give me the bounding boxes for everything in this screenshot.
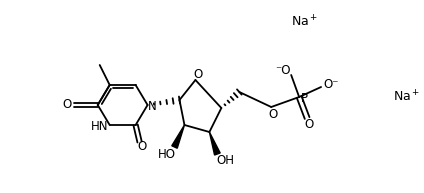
Text: ⁻O: ⁻O: [276, 63, 291, 76]
Text: Na$^+$: Na$^+$: [393, 89, 421, 105]
Text: O⁻: O⁻: [324, 79, 339, 91]
Polygon shape: [209, 132, 220, 155]
Text: O: O: [62, 98, 71, 112]
Text: P: P: [301, 92, 308, 106]
Text: N: N: [148, 101, 157, 113]
Text: HN: HN: [91, 120, 109, 134]
Text: Na$^+$: Na$^+$: [290, 14, 318, 30]
Text: OH: OH: [216, 155, 234, 168]
Text: HO: HO: [158, 147, 176, 161]
Text: O: O: [137, 141, 146, 153]
Polygon shape: [172, 125, 184, 148]
Text: O: O: [194, 69, 203, 81]
Text: O: O: [304, 119, 314, 131]
Text: O: O: [268, 108, 278, 120]
